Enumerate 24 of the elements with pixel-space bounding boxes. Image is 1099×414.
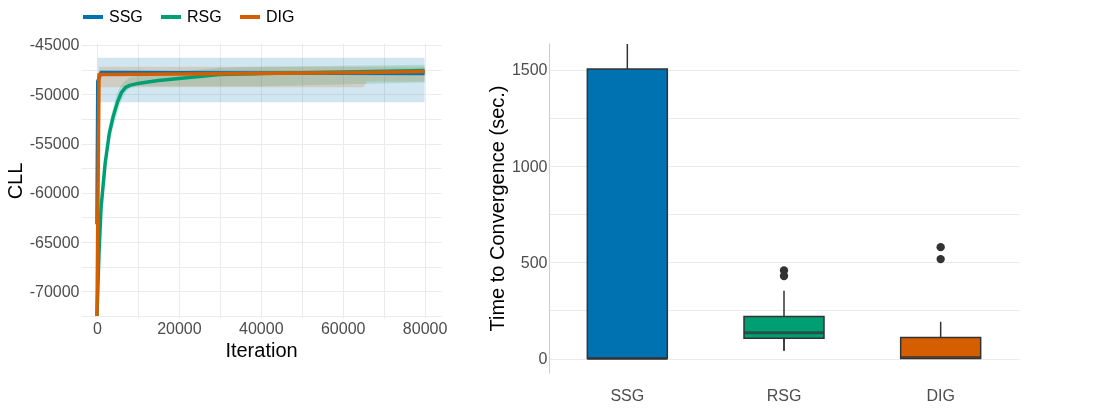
y-axis-title: Time to Convergence (sec.) <box>485 85 508 332</box>
legend-label: DIG <box>266 8 295 25</box>
y-tick-label: -60000 <box>29 184 80 202</box>
x-tick-label: 40000 <box>239 319 284 337</box>
x-tick-label: DIG <box>926 386 955 404</box>
x-tick-label: 20000 <box>157 319 202 337</box>
y-tick-label: 0 <box>538 350 548 368</box>
x-tick-label: 0 <box>93 319 103 337</box>
y-tick-label: -50000 <box>29 85 80 103</box>
y-tick-label: -70000 <box>29 282 80 300</box>
legend-label: SSG <box>109 8 143 25</box>
x-tick-label: SSG <box>610 386 645 404</box>
x-tick-label: RSG <box>766 386 802 404</box>
legend-label: RSG <box>187 8 222 25</box>
y-tick-label: -55000 <box>29 135 80 153</box>
x-axis-title: Iteration <box>225 338 298 361</box>
y-axis-title: CLL <box>3 162 26 200</box>
x-tick-label: 80000 <box>402 319 448 337</box>
y-tick-label: -45000 <box>29 36 80 54</box>
y-tick-label: 1500 <box>511 61 548 79</box>
x-tick-label: 60000 <box>320 319 366 337</box>
y-tick-label: 1000 <box>511 157 548 175</box>
y-tick-label: 500 <box>520 253 548 271</box>
y-tick-label: -65000 <box>29 233 80 251</box>
